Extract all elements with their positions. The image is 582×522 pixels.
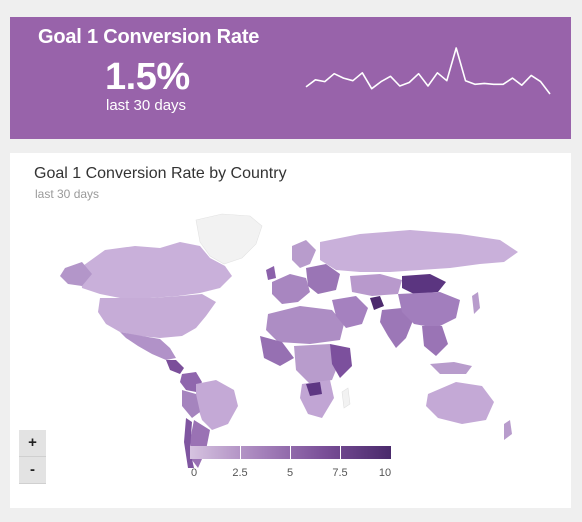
map-card: Goal 1 Conversion Rate by Country last 3…: [10, 153, 571, 508]
country-east-africa: [330, 344, 352, 378]
country-usa: [98, 294, 216, 338]
country-argentina: [190, 420, 210, 468]
kpi-period: last 30 days: [106, 97, 187, 114]
country-alaska: [60, 262, 92, 286]
legend-tick-label: 0: [190, 467, 198, 479]
country-central-america: [166, 360, 184, 374]
country-north-africa: [266, 306, 344, 344]
country-western-europe: [272, 274, 310, 304]
country-russia: [320, 230, 518, 272]
country-west-africa: [260, 336, 294, 366]
legend-tick-label: 5: [286, 467, 294, 479]
country-greenland: [195, 213, 263, 265]
country-peru: [182, 390, 200, 418]
sparkline-path: [305, 47, 551, 95]
country-uk: [266, 266, 276, 280]
world-choropleth-map[interactable]: [10, 198, 571, 468]
country-indonesia: [430, 362, 472, 374]
country-japan: [472, 292, 480, 314]
country-central-africa: [294, 344, 340, 384]
zoom-in-button[interactable]: +: [19, 430, 46, 457]
country-scandinavia: [292, 240, 316, 268]
kpi-sparkline: [305, 47, 551, 95]
country-eastern-europe: [306, 264, 340, 294]
zoom-out-button[interactable]: -: [19, 457, 46, 484]
country-india: [380, 308, 414, 348]
country-mexico: [120, 332, 176, 360]
country-chile: [184, 418, 194, 468]
country-kazakhstan: [350, 274, 402, 296]
country-madagascar: [341, 387, 351, 409]
kpi-card: Goal 1 Conversion Rate 1.5% last 30 days: [10, 17, 571, 139]
kpi-title: Goal 1 Conversion Rate: [38, 26, 260, 48]
country-middle-east: [332, 296, 368, 328]
country-mongolia: [402, 274, 446, 294]
legend-tick-label: 2.5: [232, 467, 248, 479]
country-canada: [80, 242, 232, 298]
country-new-zealand: [504, 420, 512, 440]
map-zoom-controls: + -: [19, 430, 46, 484]
kpi-value: 1.5%: [105, 56, 190, 98]
country-australia: [426, 382, 494, 424]
country-china: [398, 292, 460, 328]
map-title: Goal 1 Conversion Rate by Country: [34, 165, 287, 182]
country-zambia: [306, 382, 322, 396]
map-period: last 30 days: [35, 187, 100, 201]
country-brazil: [196, 380, 238, 430]
country-afghanistan: [370, 296, 384, 310]
legend-color-scale: [190, 446, 391, 459]
legend-tick-label: 7.5: [332, 467, 348, 479]
country-southeast-asia: [422, 326, 448, 356]
legend-tick-label: 10: [378, 467, 392, 479]
map-legend: 0 2.5 5 7.5 10: [190, 446, 391, 479]
